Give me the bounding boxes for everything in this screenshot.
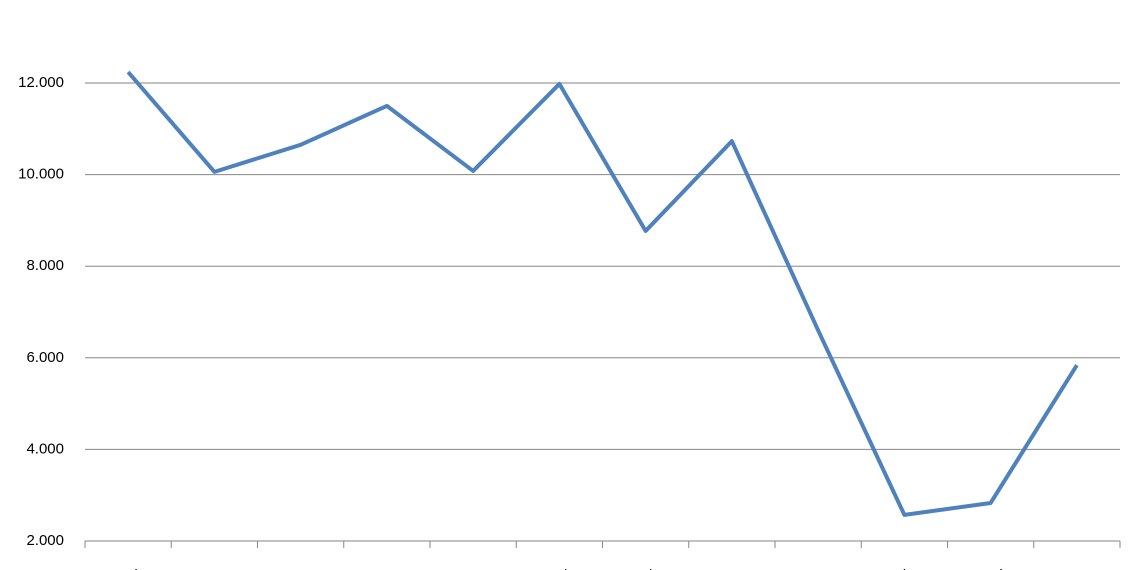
x-tick-label: Jul [119, 567, 138, 570]
x-tick-label: Out [375, 567, 400, 570]
x-tick-label: Dez/19 [536, 567, 584, 570]
x-tick-label: Jun [1065, 567, 1089, 570]
x-tick-label: Mar [805, 567, 831, 570]
y-tick-label: 10.000 [18, 166, 64, 183]
y-tick-label: 8.000 [26, 257, 64, 274]
y-tick-label: 12.000 [18, 74, 64, 91]
x-tick-label: Nov [460, 567, 487, 570]
x-tick-label: Abr [893, 567, 916, 570]
x-tick-label: Set [289, 567, 312, 570]
x-tick-label: Fev [719, 567, 745, 570]
x-tick-label: Jan/20 [623, 567, 668, 570]
y-tick-label: 2.000 [26, 532, 64, 549]
y-tick-label: 6.000 [26, 349, 64, 366]
y-tick-label: 4.000 [26, 440, 64, 457]
line [126, 70, 1079, 517]
x-tick-label: Ago [201, 567, 228, 570]
x-tick-label: Mai [979, 567, 1003, 570]
